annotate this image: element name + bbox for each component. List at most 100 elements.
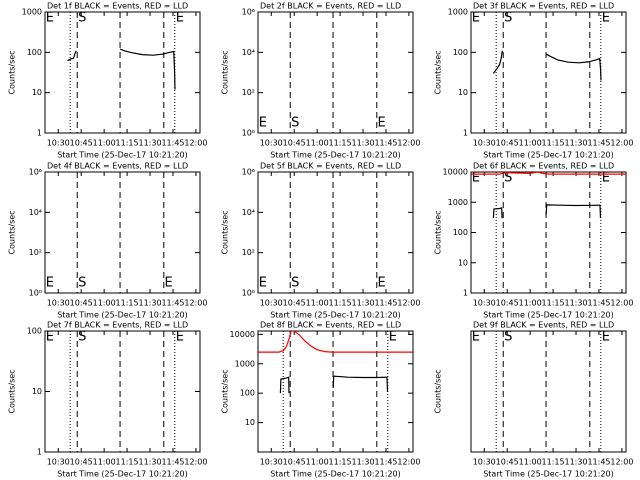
plot-frame	[44, 330, 201, 453]
x-tick-label: 11:45	[374, 458, 397, 467]
x-tick-label: 10:45	[70, 299, 93, 308]
x-axis-label: Start Time (25-Dec-17 10:21:20)	[483, 470, 614, 479]
x-tick-label: 10:30	[47, 299, 70, 308]
x-tick-label: 11:45	[161, 458, 184, 467]
panel-title: Det 2f BLACK = Events, RED = LLD	[260, 2, 401, 11]
x-tick-label: 12:00	[184, 139, 207, 148]
x-axis-label: Start Time (25-Dec-17 10:21:20)	[57, 151, 188, 160]
x-tick-label: 11:15	[116, 139, 139, 148]
data-line	[258, 331, 413, 353]
x-tick-label: 11:30	[564, 458, 587, 467]
annotation: S	[504, 11, 512, 26]
y-tick-label: 100	[453, 228, 468, 237]
x-tick-label: 10:45	[496, 299, 519, 308]
x-tick-label: 10:45	[283, 458, 306, 467]
x-tick-label: 12:00	[397, 299, 420, 308]
x-tick-label: 11:30	[138, 299, 161, 308]
y-tick-label: 10	[32, 387, 42, 396]
x-tick-label: 11:45	[161, 139, 184, 148]
annotation: S	[78, 11, 86, 26]
y-axis-label: Counts/sec	[434, 369, 443, 413]
y-tick-label: 100	[240, 389, 255, 398]
x-tick-label: 11:00	[306, 139, 329, 148]
x-tick-label: 11:00	[519, 458, 542, 467]
x-tick-label: 10:30	[47, 139, 70, 148]
x-tick-label: 11:00	[519, 139, 542, 148]
y-tick-label: 1000	[22, 8, 42, 17]
x-tick-label: 10:45	[283, 139, 306, 148]
y-tick-label: 1	[37, 448, 42, 457]
annotation: E	[46, 330, 54, 345]
x-tick-label: 11:00	[306, 458, 329, 467]
y-axis-label: Counts/sec	[8, 50, 17, 94]
x-axis-label: Start Time (25-Dec-17 10:21:20)	[483, 151, 614, 160]
annotation: E	[165, 276, 173, 291]
x-tick-label: 10:30	[473, 299, 496, 308]
data-line	[279, 375, 389, 394]
y-tick-label: 10	[458, 88, 468, 97]
data-line	[67, 48, 176, 90]
plot-frame	[257, 171, 414, 294]
data-line	[492, 50, 602, 81]
x-tick-label: 11:45	[161, 299, 184, 308]
x-tick-label: 12:00	[184, 458, 207, 467]
x-tick-label: 10:45	[70, 458, 93, 467]
y-tick-label: 10²	[29, 248, 42, 257]
y-axis-label: Counts/sec	[434, 210, 443, 254]
y-tick-label: 10²	[242, 88, 255, 97]
annotation: S	[291, 116, 299, 131]
annotation: E	[602, 11, 610, 26]
y-tick-label: 10⁴	[242, 208, 255, 217]
x-tick-label: 12:00	[397, 139, 420, 148]
x-axis-label: Start Time (25-Dec-17 10:21:20)	[270, 151, 401, 160]
x-tick-label: 12:00	[610, 299, 633, 308]
x-tick-label: 11:00	[519, 299, 542, 308]
annotation: S	[504, 330, 512, 345]
x-tick-label: 12:00	[610, 458, 633, 467]
x-tick-label: 11:15	[116, 458, 139, 467]
annotation: E	[176, 11, 184, 26]
plot-frame	[470, 171, 627, 294]
y-tick-label: 100	[27, 48, 42, 57]
y-tick-label: 10⁰	[29, 289, 42, 298]
x-tick-label: 10:30	[260, 458, 283, 467]
y-tick-label: 10	[32, 88, 42, 97]
plot-frame	[257, 11, 414, 134]
x-tick-label: 11:00	[93, 299, 116, 308]
annotation: E	[602, 330, 610, 345]
x-tick-label: 11:00	[93, 458, 116, 467]
x-axis-label: Start Time (25-Dec-17 10:21:20)	[483, 311, 614, 320]
x-tick-label: 11:30	[351, 139, 374, 148]
x-tick-label: 11:45	[587, 139, 610, 148]
data-line	[471, 172, 626, 175]
annotation: E	[472, 171, 480, 186]
y-tick-label: 10⁶	[242, 8, 255, 17]
x-tick-label: 11:00	[93, 139, 116, 148]
y-axis-label: Counts/sec	[434, 50, 443, 94]
x-tick-label: 10:45	[496, 139, 519, 148]
annotation: S	[78, 330, 86, 345]
x-tick-label: 11:30	[351, 458, 374, 467]
panel: Det 8f BLACK = Events, RED = LLD Counts/s…	[221, 321, 421, 479]
data-line	[492, 204, 602, 219]
x-tick-label: 11:15	[542, 458, 565, 467]
plot-frame	[44, 171, 201, 294]
y-tick-label: 10⁰	[242, 129, 255, 138]
plot-frame	[470, 11, 627, 134]
x-tick-label: 10:30	[473, 458, 496, 467]
y-axis-label: Counts/sec	[8, 369, 17, 413]
panel-title: Det 9f BLACK = Events, RED = LLD	[473, 321, 614, 330]
x-tick-label: 10:30	[260, 299, 283, 308]
y-tick-label: 1	[463, 289, 468, 298]
x-axis-label: Start Time (25-Dec-17 10:21:20)	[57, 470, 188, 479]
x-axis-label: Start Time (25-Dec-17 10:21:20)	[270, 311, 401, 320]
annotation: E	[472, 330, 480, 345]
y-axis-label: Counts/sec	[8, 210, 17, 254]
plot-frame	[44, 11, 201, 134]
y-tick-label: 10	[245, 418, 255, 427]
panel-title: Det 4f BLACK = Events, RED = LLD	[47, 162, 188, 171]
annotation: E	[602, 171, 610, 186]
y-tick-label: 100	[27, 327, 42, 336]
panel: Det 4f BLACK = Events, RED = LLD Counts/s…	[8, 162, 208, 320]
